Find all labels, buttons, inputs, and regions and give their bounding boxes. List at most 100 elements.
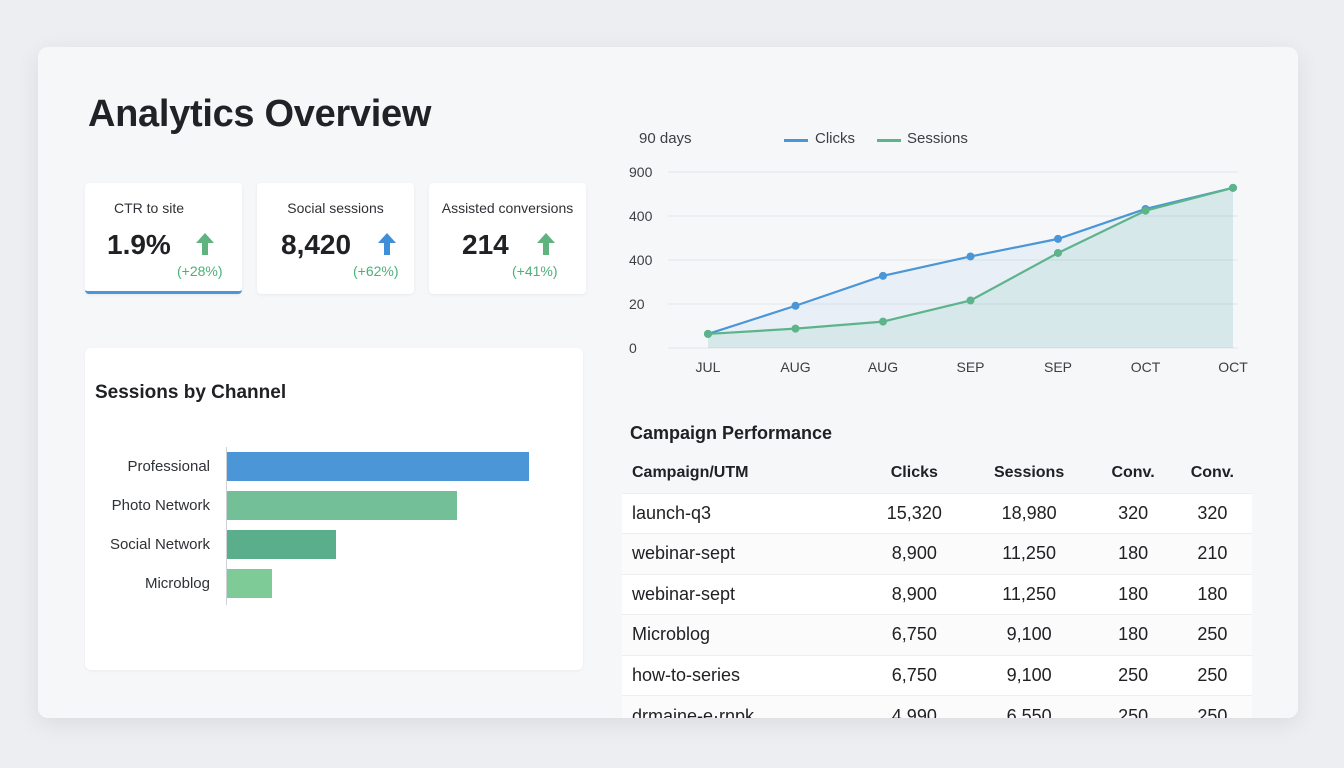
table-cell: 250 — [1172, 654, 1252, 696]
table-cell: 6,750 — [863, 654, 965, 696]
data-point-sessions[interactable] — [966, 296, 975, 305]
kpi-value: 1.9% — [107, 229, 171, 260]
table-cell: 8,900 — [863, 573, 965, 615]
page-title: Analytics Overview — [88, 93, 432, 135]
kpi-label: Social sessions — [287, 200, 384, 216]
column-header[interactable]: Conv. — [1111, 463, 1155, 481]
y-tick-label: 900 — [629, 164, 653, 180]
table-cell: 320 — [1093, 492, 1173, 534]
sessions-by-channel-card: Sessions by Channel Professional Photo Ne… — [85, 348, 583, 670]
bar-label: Professional — [127, 458, 210, 475]
bar-label: Microblog — [144, 575, 210, 592]
table-cell: 18,980 — [964, 492, 1094, 534]
arrow-up-icon — [378, 233, 396, 255]
x-tick-label: OCT — [1218, 359, 1248, 375]
table-cell: 9,100 — [964, 654, 1094, 696]
kpi-label: Assisted conversions — [441, 200, 574, 216]
y-tick-label: 400 — [629, 252, 653, 268]
bar-label: Photo Network — [111, 497, 210, 514]
table-cell: 15,320 — [863, 492, 965, 534]
table-cell: 11,250 — [964, 573, 1094, 615]
table-cell: how-to-series — [622, 654, 864, 696]
arrow-up-icon — [537, 233, 555, 255]
table-cell: 9,100 — [964, 614, 1094, 655]
table-cell: webinar-sept — [622, 533, 864, 574]
kpi-label: CTR to site — [114, 200, 185, 216]
table-row[interactable]: drmaine-e·rnpk 4,990 6,550 250 250 — [622, 695, 1252, 718]
table-title: Campaign Performance — [630, 423, 833, 443]
table-cell: 320 — [1172, 492, 1252, 534]
column-header[interactable]: Sessions — [993, 463, 1065, 481]
table-row[interactable]: launch-q3 15,320 18,980 320 320 — [622, 492, 1252, 534]
table-cell: 11,250 — [964, 533, 1094, 574]
data-point-sessions[interactable] — [1054, 248, 1062, 257]
data-point-sessions[interactable] — [879, 317, 887, 326]
table-row[interactable]: webinar-sept 8,900 11,250 180 210 — [622, 533, 1252, 574]
area-sessions — [708, 187, 1233, 348]
range-label: 90 days — [639, 130, 692, 147]
kpi-card-social-sessions[interactable]: Social sessions 8,420 (+62%) — [257, 183, 414, 294]
legend-label-clicks[interactable]: Clicks — [815, 130, 855, 147]
bar-social-network[interactable] — [227, 530, 336, 559]
table-cell: 180 — [1093, 533, 1173, 574]
table-row[interactable]: webinar-sept 8,900 11,250 180 180 — [622, 573, 1252, 615]
bar-professional[interactable] — [227, 452, 529, 481]
data-point-sessions[interactable] — [791, 324, 800, 333]
table-cell: 180 — [1172, 573, 1252, 615]
table-cell: 210 — [1172, 533, 1252, 574]
kpi-delta: (+41%) — [512, 263, 558, 279]
kpi-value: 8,420 — [281, 229, 352, 260]
table-row[interactable]: Microblog 6,750 9,100 180 250 — [622, 614, 1252, 655]
x-tick-label: AUG — [780, 359, 810, 375]
legend-label-sessions[interactable]: Sessions — [907, 130, 968, 147]
table-cell: 8,900 — [863, 533, 965, 574]
data-point-clicks[interactable] — [879, 271, 887, 280]
table-cell: 250 — [1093, 695, 1173, 718]
card-title: Sessions by Channel — [95, 382, 287, 403]
table-cell: 6,550 — [964, 695, 1094, 718]
kpi-delta: (+28%) — [177, 263, 223, 279]
table-cell: 180 — [1093, 573, 1173, 615]
kpi-card-assisted-conversions[interactable]: Assisted conversions 214 (+41%) — [429, 183, 586, 294]
data-point-sessions[interactable] — [704, 329, 712, 338]
x-tick-label: AUG — [868, 359, 898, 375]
bar-photo-network[interactable] — [227, 491, 457, 520]
table-cell: Microblog — [622, 614, 864, 655]
x-tick-label: SEP — [1044, 359, 1072, 375]
table-cell: launch-q3 — [622, 492, 864, 534]
table-header-row: Campaign/UTM Clicks Sessions Conv. Conv. — [622, 453, 1252, 493]
arrow-up-icon — [196, 233, 214, 255]
x-tick-label: JUL — [696, 359, 721, 375]
table-row[interactable]: how-to-series 6,750 9,100 250 250 — [622, 654, 1252, 696]
data-point-clicks[interactable] — [966, 252, 975, 261]
x-tick-label: OCT — [1131, 359, 1161, 375]
column-header[interactable]: Conv. — [1190, 463, 1234, 481]
legend-swatch-sessions — [877, 139, 901, 142]
table-cell: 250 — [1093, 654, 1173, 696]
campaign-table: Campaign/UTM Clicks Sessions Conv. Conv. lau… — [622, 453, 1252, 718]
legend-swatch-clicks — [784, 139, 808, 142]
data-point-clicks[interactable] — [1054, 234, 1062, 243]
line-chart: 900 400 400 20 0 JUL AUG AUG SEP SEP OCT OCT — [629, 164, 1248, 375]
table-cell: 180 — [1093, 614, 1173, 655]
table-cell: 250 — [1172, 614, 1252, 655]
area-clicks — [708, 187, 1233, 348]
bar-axis — [226, 447, 227, 605]
kpi-card-ctr[interactable]: CTR to site 1.9% (+28%) — [85, 183, 242, 294]
column-header[interactable]: Clicks — [890, 463, 938, 481]
data-point-sessions[interactable] — [1229, 183, 1237, 192]
data-point-sessions[interactable] — [1141, 206, 1150, 215]
table-cell: drmaine-e·rnpk — [622, 695, 864, 718]
y-tick-label: 400 — [629, 208, 653, 224]
y-tick-label: 0 — [629, 340, 637, 356]
y-tick-label: 20 — [629, 296, 645, 312]
table-cell: 6,750 — [863, 614, 965, 655]
data-point-clicks[interactable] — [791, 301, 800, 310]
dashboard-panel: Analytics Overview CTR to site 1.9% (+28… — [38, 47, 1298, 718]
bar-label: Social Network — [109, 536, 210, 553]
table-cell: 250 — [1172, 695, 1252, 718]
x-tick-label: SEP — [956, 359, 984, 375]
bar-microblog[interactable] — [227, 569, 273, 598]
column-header[interactable]: Campaign/UTM — [632, 463, 749, 481]
kpi-value: 214 — [462, 229, 509, 260]
